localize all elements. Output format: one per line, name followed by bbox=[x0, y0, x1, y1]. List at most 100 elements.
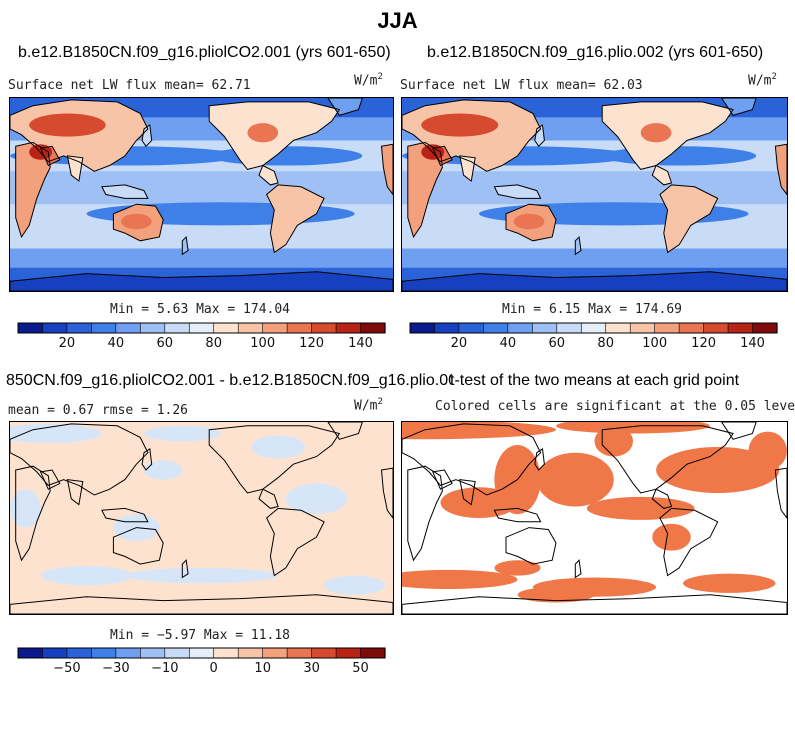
coastline-india bbox=[459, 479, 476, 506]
significant-region bbox=[556, 422, 710, 434]
coastline-japan bbox=[141, 124, 153, 148]
colorbar-swatch bbox=[752, 322, 778, 334]
coastline-c-america bbox=[651, 164, 673, 186]
colorbar-swatch bbox=[140, 322, 166, 334]
coastline-greenland bbox=[327, 98, 363, 116]
colorbar-swatch bbox=[213, 322, 239, 334]
coastline-new-zealand bbox=[181, 559, 189, 579]
colorbar-frame bbox=[409, 322, 778, 334]
colorbar-swatch bbox=[237, 322, 264, 334]
colorbar-swatch bbox=[556, 322, 582, 334]
colorbar-tick-label: 40 bbox=[108, 336, 125, 351]
panel-3-subtitle: mean = 0.67 rmse = 1.26 bbox=[8, 403, 189, 418]
coastline-greenland bbox=[327, 422, 363, 440]
panel-3-units: W/m2 bbox=[354, 397, 383, 414]
land-fill-africa-east bbox=[381, 144, 393, 195]
land-fill-antarctica bbox=[10, 271, 393, 291]
panel-2-map bbox=[401, 97, 788, 292]
land-fill-antarctica bbox=[402, 271, 787, 291]
colorbar-tick-label: −10 bbox=[151, 661, 178, 676]
colorbar-tick-label: −30 bbox=[102, 661, 129, 676]
coastline-africa-east bbox=[774, 143, 787, 196]
significant-region bbox=[536, 452, 614, 507]
colorbar-tick-label: 100 bbox=[250, 336, 275, 351]
colorbar-tick-label: 80 bbox=[205, 336, 222, 351]
map-hotspot bbox=[421, 113, 499, 137]
coastline-africa bbox=[407, 141, 443, 239]
colorbar-swatch bbox=[605, 322, 631, 334]
map-hotspot bbox=[640, 123, 672, 143]
coastline-australia bbox=[112, 203, 164, 242]
coastline-indonesia bbox=[101, 507, 149, 523]
coastline-europe-asia bbox=[10, 423, 149, 496]
colorbar-swatch bbox=[335, 322, 362, 334]
colorbar-swatch bbox=[311, 647, 337, 659]
colorbar-swatch bbox=[483, 322, 509, 334]
significant-region bbox=[402, 422, 556, 440]
map-blob bbox=[10, 423, 102, 444]
significant-region bbox=[517, 587, 595, 603]
panel-3-map bbox=[9, 421, 394, 615]
map-blob bbox=[40, 566, 133, 586]
colorbar-swatch bbox=[17, 647, 44, 659]
colorbar-2: 20 40 60 80 100 120 140 bbox=[409, 322, 778, 353]
colorbar-tick-label: 140 bbox=[348, 336, 373, 351]
panel-4-title: t-test of the two means at each grid poi… bbox=[450, 372, 740, 389]
panel-4-subtitle: Colored cells are significant at the 0.0… bbox=[435, 399, 795, 414]
significant-region bbox=[683, 573, 776, 593]
colorbar-swatch bbox=[188, 647, 215, 659]
coastline-india bbox=[459, 155, 476, 182]
land-fill-s-america bbox=[266, 184, 325, 253]
map-blob bbox=[209, 146, 363, 166]
coastline-arabia bbox=[39, 145, 61, 167]
coastline-s-america bbox=[265, 184, 325, 254]
colorbar-swatch bbox=[66, 647, 93, 659]
colorbar-tick-label: 140 bbox=[740, 336, 765, 351]
land-fill-japan bbox=[534, 125, 545, 147]
colorbar-swatch bbox=[115, 647, 141, 659]
coastline-indonesia bbox=[493, 184, 542, 199]
panel-2-title: b.e12.B1850CN.f09_g16.plio.002 (yrs 601-… bbox=[427, 44, 764, 61]
land-fill-indonesia bbox=[494, 184, 541, 199]
colorbar-swatch bbox=[237, 647, 264, 659]
colorbar-1: 20 40 60 80 100 120 140 bbox=[17, 322, 386, 353]
significant-region bbox=[594, 425, 633, 457]
land-fill-africa-east bbox=[775, 144, 787, 195]
colorbar-swatch bbox=[213, 647, 239, 659]
land-fill-africa bbox=[15, 142, 51, 237]
colorbar-swatch bbox=[286, 647, 313, 659]
colorbar-swatch bbox=[507, 322, 533, 334]
figure-title: JJA bbox=[377, 8, 418, 33]
coastline-japan bbox=[534, 124, 545, 148]
coastline-africa bbox=[15, 141, 51, 239]
panel-1-subtitle: Surface net LW flux mean= 62.71 bbox=[8, 78, 251, 93]
colorbar-tick-label: 120 bbox=[299, 336, 324, 351]
colorbar-tick-label: 20 bbox=[59, 336, 76, 351]
coastline-australia bbox=[505, 203, 557, 242]
coastline-new-zealand bbox=[181, 235, 189, 256]
land-fill-japan bbox=[142, 125, 152, 147]
map-blob bbox=[144, 460, 183, 480]
coastline-s-america bbox=[659, 507, 719, 577]
colorbar-swatch bbox=[360, 647, 386, 659]
coastline-c-america bbox=[258, 488, 279, 509]
coastline-japan bbox=[534, 448, 545, 471]
significant-region bbox=[656, 446, 780, 494]
colorbar-swatch bbox=[17, 322, 44, 334]
panel-4-map bbox=[401, 421, 788, 615]
panel-2-map-svg bbox=[402, 98, 787, 291]
colorbar-swatch bbox=[262, 322, 288, 334]
land-fill-africa bbox=[407, 142, 443, 237]
colorbar-swatch bbox=[164, 322, 190, 334]
coastline-australia bbox=[112, 527, 164, 565]
coastline-antarctica bbox=[10, 271, 393, 291]
colorbar-tick-label: 40 bbox=[500, 336, 517, 351]
colorbar-tick-label: −50 bbox=[53, 661, 80, 676]
coastline-arabia bbox=[39, 469, 61, 490]
colorbar-swatch bbox=[678, 322, 705, 334]
land-fill-s-america bbox=[659, 184, 718, 253]
significant-region bbox=[494, 560, 541, 576]
colorbar-swatch bbox=[458, 322, 485, 334]
panel-1-map-svg bbox=[10, 98, 393, 291]
map-band bbox=[402, 248, 787, 269]
